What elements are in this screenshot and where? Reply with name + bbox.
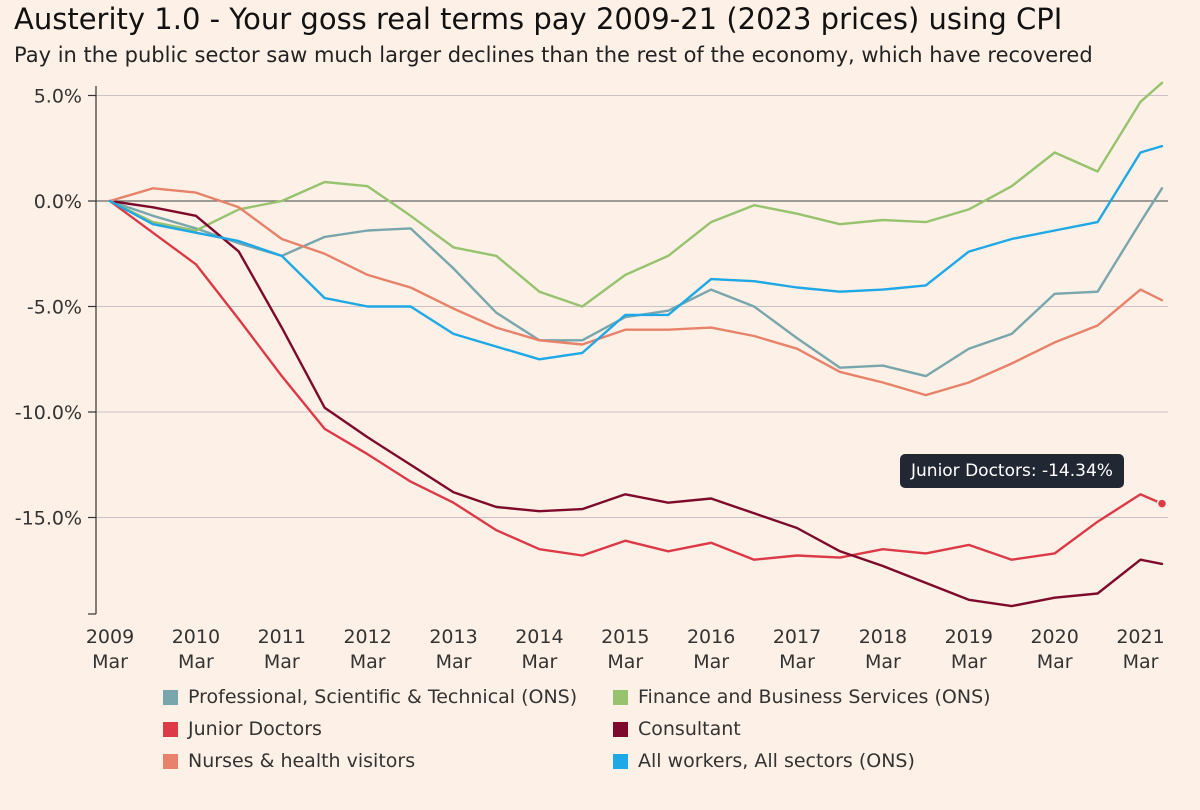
x-tick-month: Mar — [693, 651, 729, 673]
y-tick-label: -15.0% — [15, 508, 82, 530]
x-tick-month: Mar — [865, 651, 901, 673]
x-tick-year: 2020 — [1030, 626, 1078, 648]
x-tick-month: Mar — [1123, 651, 1159, 673]
series-line-consultant — [108, 199, 1164, 608]
x-tick-year: 2018 — [859, 626, 907, 648]
x-tick-month: Mar — [436, 651, 472, 673]
legend-item[interactable]: All workers, All sectors (ONS) — [613, 750, 1033, 772]
x-tick-month: Mar — [264, 651, 300, 673]
x-tick-month: Mar — [1037, 651, 1073, 673]
legend-item[interactable]: Professional, Scientific & Technical (ON… — [163, 686, 613, 708]
legend-label: All workers, All sectors (ONS) — [638, 750, 915, 772]
legend-swatch — [163, 721, 178, 737]
x-tick-month: Mar — [350, 651, 386, 673]
x-tick-year: 2014 — [515, 626, 563, 648]
y-tick-label: 5.0% — [34, 86, 82, 108]
x-tick-month: Mar — [779, 651, 815, 673]
chart-legend: Professional, Scientific & Technical (ON… — [163, 686, 1033, 772]
legend-item[interactable]: Consultant — [613, 718, 1033, 740]
x-tick-year: 2009 — [86, 626, 134, 648]
series-line-finance-and-business-services-ons — [108, 81, 1164, 308]
legend-label: Professional, Scientific & Technical (ON… — [188, 686, 578, 708]
series-line-professional-scientific-technical-ons — [108, 187, 1164, 378]
legend-swatch — [613, 721, 628, 737]
chart-title: Austerity 1.0 - Your goss real terms pay… — [14, 2, 1063, 36]
chart-tooltip: Junior Doctors: -14.34% — [900, 454, 1124, 488]
x-tick-year: 2017 — [773, 626, 821, 648]
legend-swatch — [613, 689, 628, 705]
x-tick-month: Mar — [951, 651, 987, 673]
legend-swatch — [163, 753, 178, 769]
legend-item[interactable]: Nurses & health visitors — [163, 750, 613, 772]
x-tick-month: Mar — [92, 651, 128, 673]
y-tick-label: -10.0% — [15, 402, 82, 424]
x-tick-year: 2013 — [429, 626, 477, 648]
x-tick-year: 2019 — [945, 626, 993, 648]
legend-item[interactable]: Junior Doctors — [163, 718, 613, 740]
legend-label: Consultant — [638, 718, 741, 740]
line-chart: 5.0% 0.0% -5.0% -10.0% -15.0% 2009 Mar 2010 Mar 2… — [15, 81, 1168, 673]
x-tick-year: 2012 — [343, 626, 391, 648]
y-tick-label: 0.0% — [34, 191, 82, 213]
x-tick-year: 2011 — [258, 626, 306, 648]
legend-label: Finance and Business Services (ONS) — [638, 686, 991, 708]
y-tick-label: -5.0% — [27, 297, 82, 319]
series-line-all-workers-all-sectors-ons — [108, 144, 1164, 361]
x-tick-year: 2015 — [601, 626, 649, 648]
x-tick-month: Mar — [521, 651, 557, 673]
highlight-point — [1156, 498, 1168, 509]
chart-subtitle: Pay in the public sector saw much larger… — [14, 43, 1093, 67]
series-line-nurses-health-visitors — [108, 187, 1164, 397]
x-tick-month: Mar — [607, 651, 643, 673]
x-tick-year: 2021 — [1116, 626, 1164, 648]
legend-swatch — [613, 753, 628, 769]
legend-label: Junior Doctors — [188, 718, 322, 740]
x-tick-year: 2010 — [172, 626, 220, 648]
legend-label: Nurses & health visitors — [188, 750, 416, 772]
x-tick-year: 2016 — [687, 626, 735, 648]
x-tick-month: Mar — [178, 651, 214, 673]
series-line-junior-doctors — [108, 199, 1164, 561]
legend-swatch — [163, 689, 178, 705]
legend-item[interactable]: Finance and Business Services (ONS) — [613, 686, 1033, 708]
